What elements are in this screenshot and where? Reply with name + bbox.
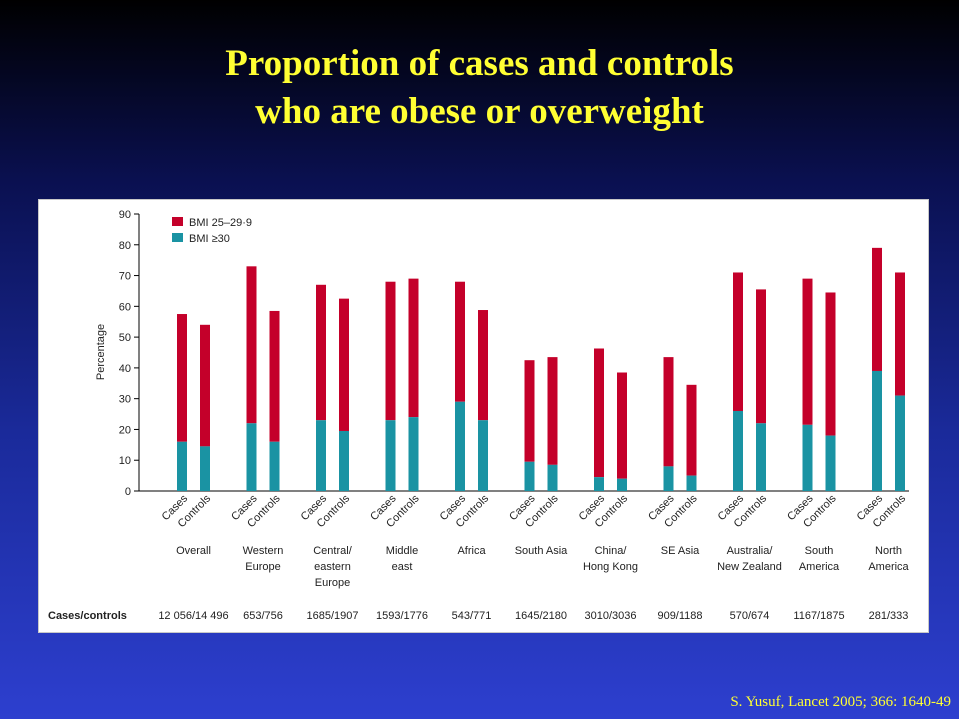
y-tick-label: 70 xyxy=(119,271,131,283)
group-counts: 1645/2180 xyxy=(515,610,567,622)
group-counts: 3010/3036 xyxy=(585,610,637,622)
group-label: North xyxy=(875,545,902,557)
group-label: Europe xyxy=(315,577,350,589)
bar-overweight xyxy=(594,348,604,478)
legend-swatch-obese xyxy=(172,233,183,242)
group-counts: 543/771 xyxy=(452,610,492,622)
group-label: America xyxy=(868,561,909,573)
y-axis-title: Percentage xyxy=(95,324,107,380)
group-label: east xyxy=(392,561,413,573)
bar-overweight xyxy=(825,292,836,436)
group-counts: 1685/1907 xyxy=(307,610,359,622)
bar-obese xyxy=(547,464,558,491)
y-tick-label: 10 xyxy=(119,455,131,467)
bar-obese xyxy=(455,401,465,491)
bar-overweight xyxy=(246,266,257,424)
bar-obese xyxy=(895,395,905,491)
bar-obese xyxy=(686,475,697,491)
bar-obese xyxy=(733,410,743,491)
bar-overweight xyxy=(200,324,210,447)
y-tick-label: 40 xyxy=(119,363,131,375)
chart-panel: 0 10 20 30 40 50 60 70 80 90 Percentage BMI 25–29·9… xyxy=(38,199,929,633)
bar-obese xyxy=(246,423,257,491)
stacked-bar-chart: 0 10 20 30 40 50 60 70 80 90 Percentage BMI 25–29·9… xyxy=(48,209,910,622)
bar-obese xyxy=(825,435,836,491)
group-label: Western xyxy=(243,545,284,557)
bar-overweight xyxy=(686,384,697,476)
bar-overweight xyxy=(269,310,280,442)
bar-obese xyxy=(524,461,535,491)
group-label: Africa xyxy=(457,545,486,557)
title-line-2: who are obese or overweight xyxy=(255,91,704,132)
legend-label-obese: BMI ≥30 xyxy=(189,233,230,245)
y-tick-label: 80 xyxy=(119,240,131,252)
legend-swatch-overweight xyxy=(172,217,183,226)
bar-obese xyxy=(339,430,349,491)
bar-overweight xyxy=(895,272,905,396)
group-counts: 281/333 xyxy=(869,610,909,622)
bar-overweight xyxy=(524,360,535,462)
bar-obese xyxy=(200,446,210,491)
y-tick-label: 60 xyxy=(119,301,131,313)
bar-obese xyxy=(756,423,766,491)
group-label: Europe xyxy=(245,561,280,573)
bar-overweight xyxy=(733,272,743,411)
group-label: New Zealand xyxy=(717,561,782,573)
bar-obese xyxy=(872,370,882,491)
bar-overweight xyxy=(756,289,766,424)
group-label: SE Asia xyxy=(661,545,700,557)
bar-overweight xyxy=(408,278,419,418)
bar-overweight xyxy=(455,281,465,402)
group-counts: 1593/1776 xyxy=(376,610,428,622)
bar-obese xyxy=(269,441,280,491)
y-tick-label: 90 xyxy=(119,209,131,221)
bar-obese xyxy=(478,420,488,491)
bar-obese xyxy=(802,424,813,491)
group-counts: 1167/1875 xyxy=(793,610,844,622)
group-label: Hong Kong xyxy=(583,561,638,573)
y-tick-label: 50 xyxy=(119,332,131,344)
group-label: China/ xyxy=(595,545,628,557)
bar-overweight xyxy=(316,284,326,421)
legend-label-overweight: BMI 25–29·9 xyxy=(189,217,252,229)
group-counts: 12 056/14 496 xyxy=(158,610,228,622)
group-label: America xyxy=(799,561,840,573)
citation: S. Yusuf, Lancet 2005; 366: 1640-49 xyxy=(730,694,951,710)
bar-obese xyxy=(617,478,627,491)
group-label: South Asia xyxy=(515,545,568,557)
cases-controls-row-label: Cases/controls xyxy=(48,610,127,622)
bar-overweight xyxy=(177,314,187,442)
bar-overweight xyxy=(385,281,396,421)
bar-obese xyxy=(385,420,396,491)
bar-obese xyxy=(316,420,326,491)
group-label: eastern xyxy=(314,561,351,573)
group-label: Australia/ xyxy=(727,545,774,557)
y-tick-label: 20 xyxy=(119,424,131,436)
group-label: Overall xyxy=(176,545,211,557)
group-label: Central/ xyxy=(313,545,352,557)
bar-overweight xyxy=(339,298,349,431)
bar-obese xyxy=(594,477,604,491)
bar-obese xyxy=(177,441,187,491)
bar-overweight xyxy=(617,372,627,479)
title-line-1: Proportion of cases and controls xyxy=(225,43,734,84)
y-tick-label: 30 xyxy=(119,394,131,406)
bar-overweight xyxy=(547,357,558,465)
bar-obese xyxy=(408,417,419,491)
group-label: Middle xyxy=(386,545,418,557)
group-label: South xyxy=(805,545,834,557)
slide-title: Proportion of cases and controls who are… xyxy=(0,40,959,136)
bar-overweight xyxy=(802,278,813,425)
bar-overweight xyxy=(663,357,674,467)
group-counts: 653/756 xyxy=(243,610,283,622)
group-counts: 909/1188 xyxy=(657,610,702,622)
bar-overweight xyxy=(478,310,488,421)
bar-obese xyxy=(663,466,674,491)
y-tick-label: 0 xyxy=(125,486,131,498)
group-counts: 570/674 xyxy=(730,610,770,622)
bar-overweight xyxy=(872,247,882,371)
